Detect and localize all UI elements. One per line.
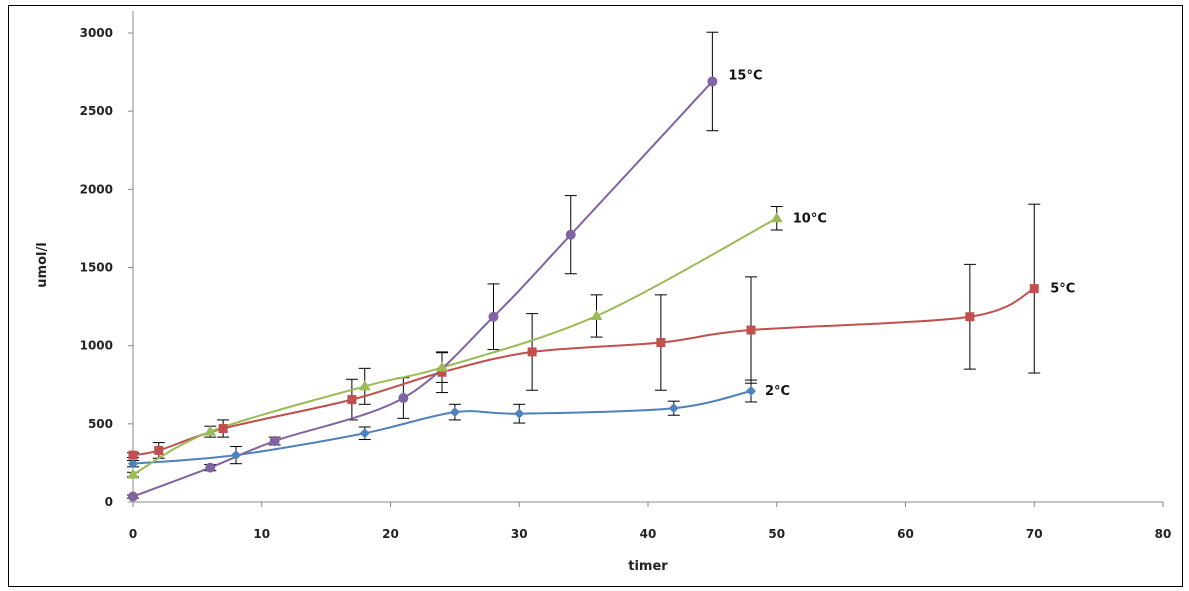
data-point-triangle <box>204 425 217 436</box>
data-point-circle <box>565 229 576 240</box>
data-point-square <box>527 347 537 357</box>
x-tick-label: 80 <box>1155 527 1172 541</box>
y-tick-label: 2000 <box>80 182 113 196</box>
data-point-square <box>154 445 164 455</box>
data-point-triangle <box>127 468 139 479</box>
data-point-circle <box>128 491 138 502</box>
data-point-triangle <box>358 380 371 391</box>
data-point-circle <box>707 76 718 87</box>
data-point-circle <box>488 311 499 322</box>
x-tick-label: 40 <box>640 527 657 541</box>
data-point-diamond <box>746 386 756 397</box>
series-markers <box>127 76 1039 502</box>
data-point-square <box>218 424 228 434</box>
data-point-square <box>128 450 138 460</box>
data-point-triangle <box>770 212 783 223</box>
chart-frame <box>8 5 1183 587</box>
series-lines <box>132 80 1035 498</box>
series-line <box>132 217 778 476</box>
data-point-circle <box>398 393 409 404</box>
axes: 0 500 1000 1500 2000 2500 3000 0 10 20 30 40 50 60 70 8… <box>80 11 1172 541</box>
x-tick-label: 10 <box>253 527 270 541</box>
y-tick-label: 1000 <box>80 339 113 353</box>
data-point-triangle <box>590 309 603 320</box>
y-axis-title: umol/l <box>35 242 50 287</box>
series-label: 10°C <box>793 211 827 226</box>
series-labels: 2°C 5°C 10°C 15°C <box>728 68 1075 399</box>
y-tick-label: 1500 <box>80 261 113 275</box>
series-label: 15°C <box>728 68 762 83</box>
data-point-square <box>437 367 447 377</box>
data-point-circle <box>205 462 216 473</box>
x-tick-label: 60 <box>897 527 914 541</box>
data-point-square <box>347 395 357 405</box>
data-point-triangle <box>436 361 448 372</box>
x-tick-label: 20 <box>382 527 399 541</box>
y-tick-label: 500 <box>88 417 113 431</box>
series-label: 5°C <box>1050 282 1075 297</box>
data-point-diamond <box>231 450 241 461</box>
series-line <box>132 80 714 498</box>
data-point-diamond <box>668 403 679 414</box>
series-line <box>132 287 1035 457</box>
y-tick-label: 2500 <box>80 104 113 118</box>
data-point-circle <box>269 436 280 447</box>
data-point-square <box>1029 284 1039 294</box>
series-label: 2°C <box>765 384 790 399</box>
data-point-square <box>656 338 666 348</box>
data-point-square <box>746 325 756 335</box>
x-tick-label: 70 <box>1026 527 1043 541</box>
x-tick-label: 30 <box>511 527 528 541</box>
data-point-square <box>965 312 975 322</box>
x-tick-label: 50 <box>768 527 785 541</box>
y-tick-label: 0 <box>105 495 113 509</box>
data-point-diamond <box>449 407 460 418</box>
x-axis-title: timer <box>628 559 668 574</box>
data-point-diamond <box>128 458 138 469</box>
data-point-diamond <box>514 408 525 419</box>
data-point-diamond <box>359 428 370 439</box>
error-bars <box>127 31 1041 499</box>
x-tick-label: 0 <box>129 527 137 541</box>
y-tick-label: 3000 <box>80 26 113 40</box>
